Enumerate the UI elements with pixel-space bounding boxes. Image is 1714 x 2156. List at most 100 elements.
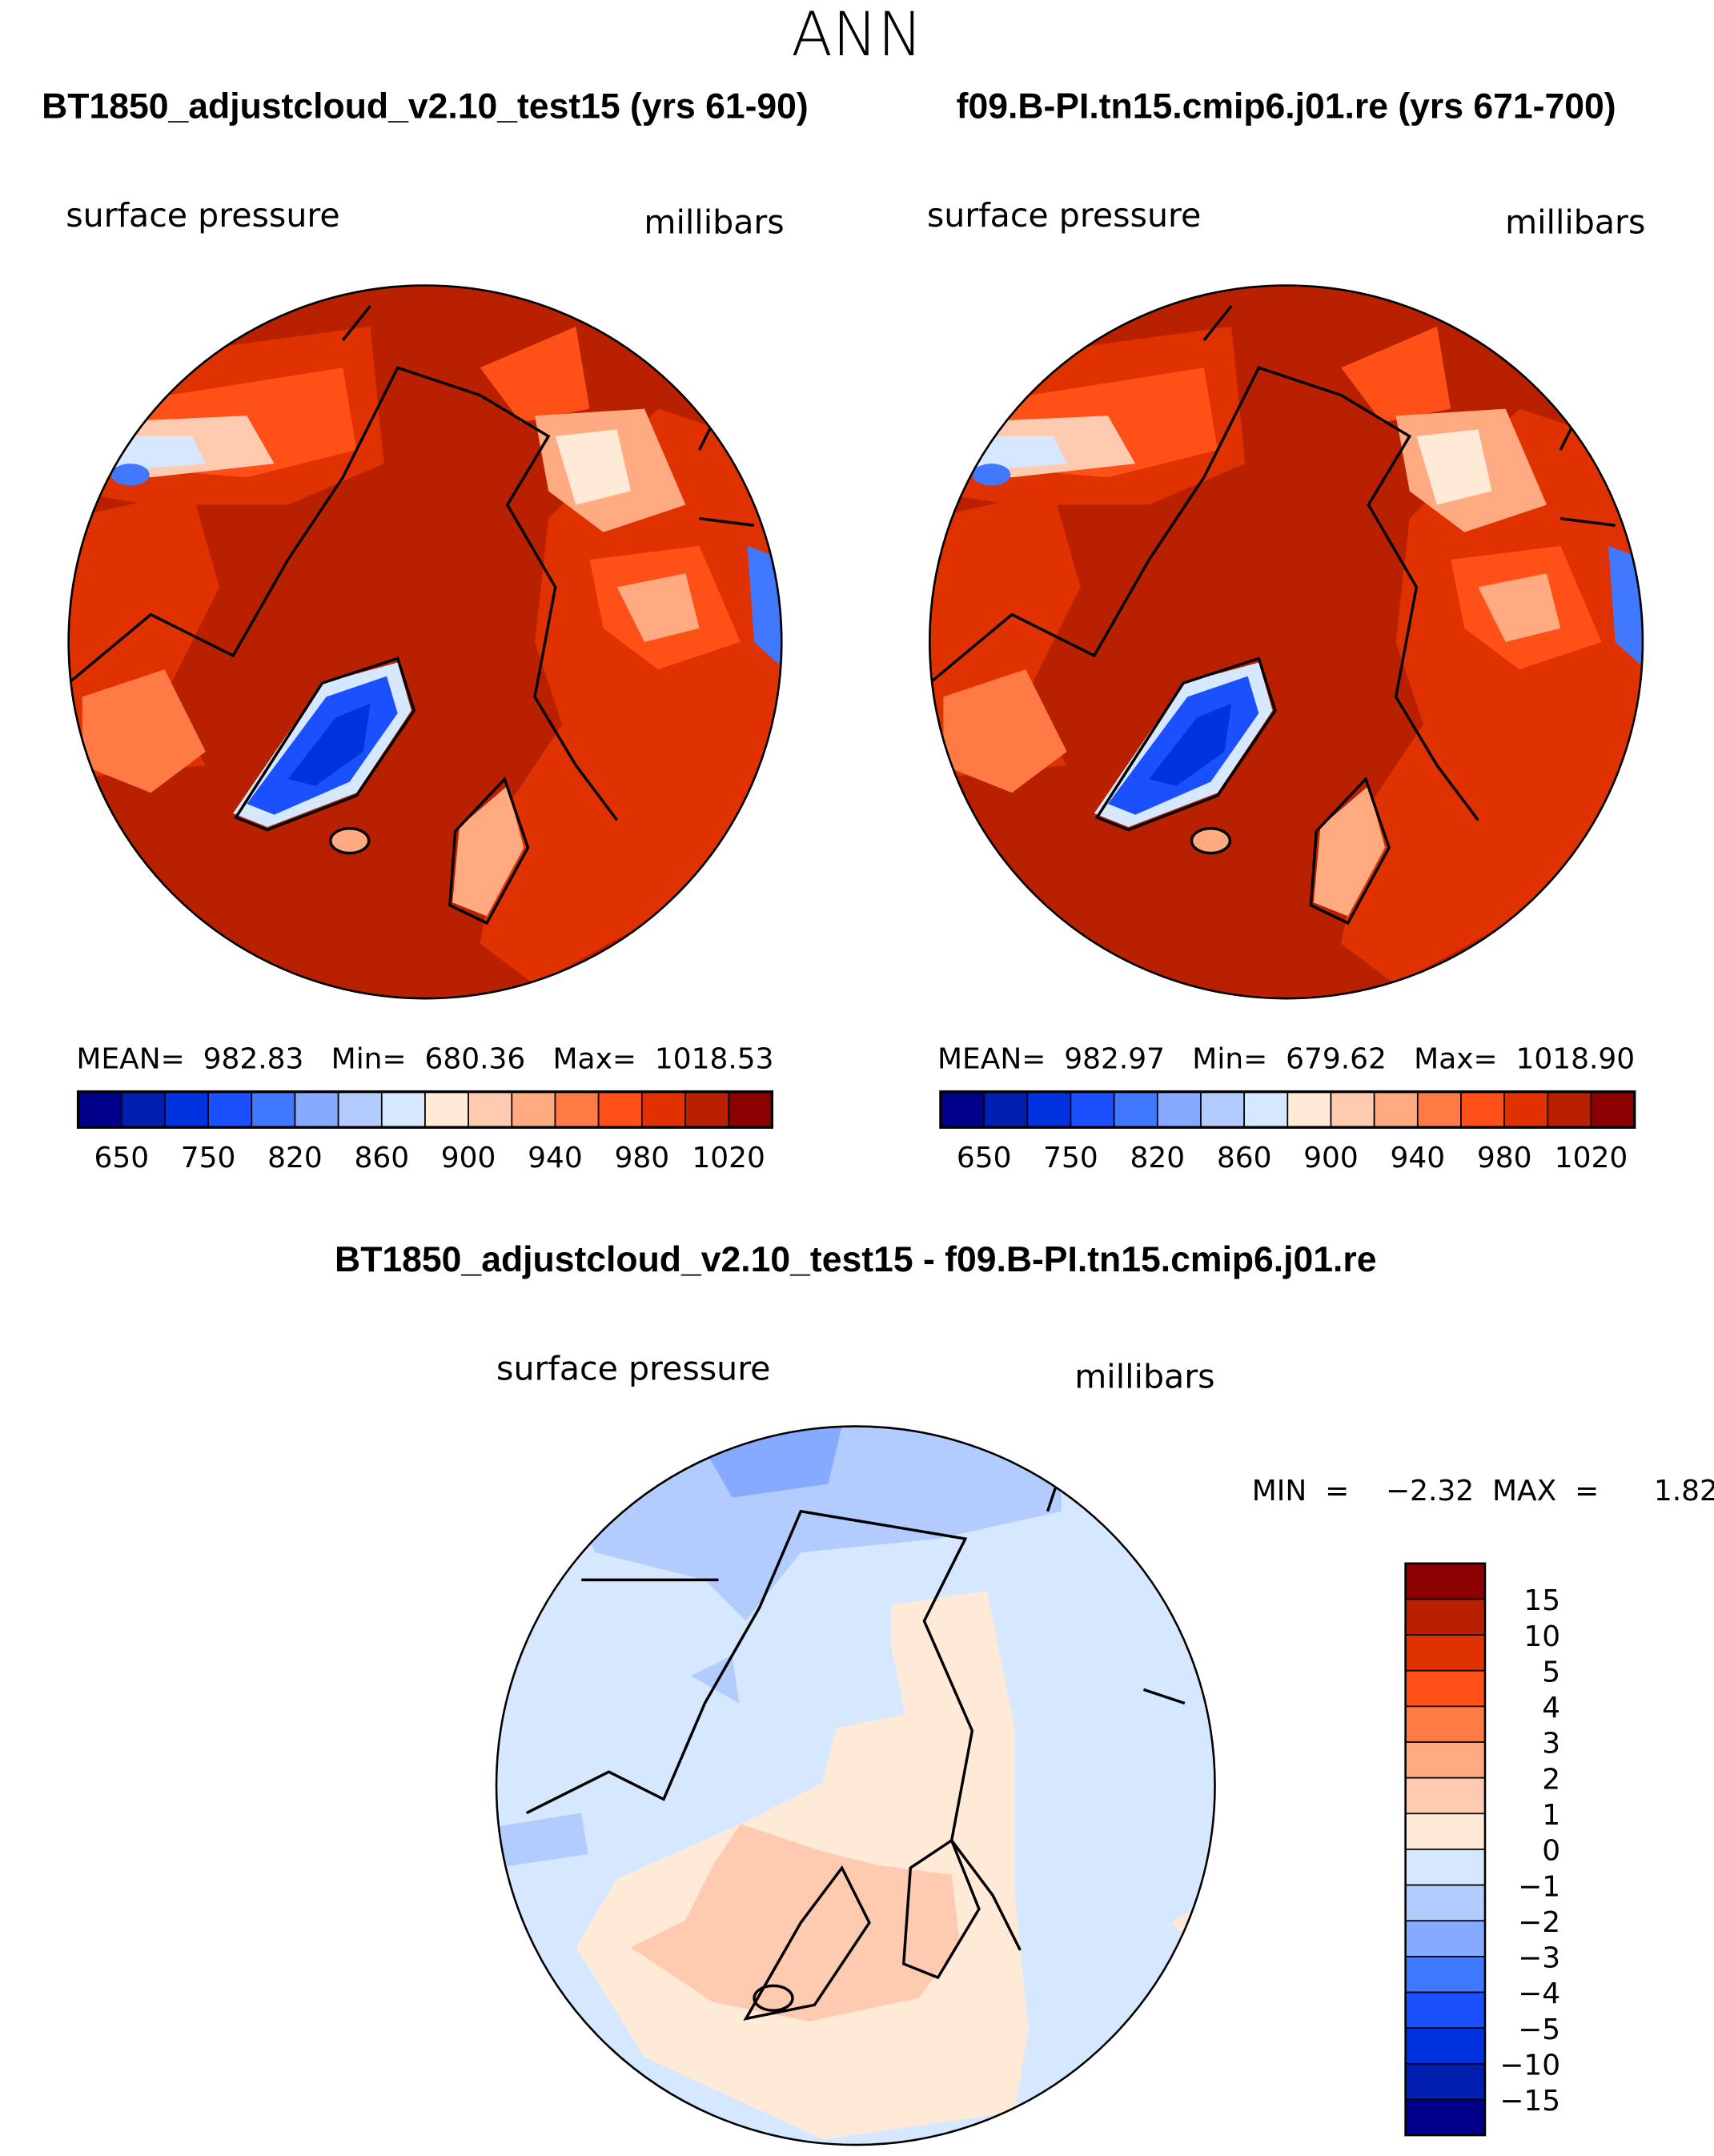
- panel-2-colorbar: 650 750 820 860 900 940 980 1020: [939, 1090, 1636, 1174]
- colorbar-box: [1404, 1741, 1486, 1779]
- colorbar-box: [1460, 1090, 1506, 1129]
- panel-1-units: millibars: [644, 203, 784, 241]
- colorbar-box: [1404, 1777, 1486, 1815]
- colorbar-tick-label: 980: [1477, 1142, 1532, 1174]
- panel-1-colorbar: 650 750 820 860 900 940 980 1020: [76, 1090, 774, 1174]
- colorbar-tick-label: 1: [1542, 1799, 1560, 1832]
- colorbar-box: [77, 1090, 122, 1129]
- diff-stats: MIN = −2.32 MAX = 1.82: [1252, 1475, 1714, 1508]
- colorbar-box: [1404, 1849, 1486, 1886]
- colorbar-box: [1404, 1705, 1486, 1743]
- colorbar-tick-label: 3: [1542, 1728, 1560, 1761]
- colorbar-box: [1404, 2027, 1486, 2065]
- colorbar-box: [1070, 1090, 1115, 1129]
- colorbar-tick-label: 980: [614, 1142, 669, 1174]
- colorbar-tick-label: 4: [1542, 1692, 1560, 1724]
- panel-1-variable: surface pressure: [66, 196, 339, 235]
- colorbar-box: [983, 1090, 1029, 1129]
- colorbar-box: [1404, 1956, 1486, 1993]
- colorbar-box: [468, 1090, 513, 1129]
- colorbar-box: [1590, 1090, 1636, 1129]
- colorbar-box: [1330, 1090, 1375, 1129]
- colorbar-box: [1113, 1090, 1158, 1129]
- colorbar-box: [1243, 1090, 1289, 1129]
- colorbar-tick-label: 750: [181, 1142, 236, 1174]
- colorbar-box: [1503, 1090, 1549, 1129]
- colorbar-tick-label: 940: [1391, 1142, 1446, 1174]
- colorbar-box: [1373, 1090, 1419, 1129]
- colorbar-box: [1287, 1090, 1332, 1129]
- colorbar-box: [1156, 1090, 1202, 1129]
- colorbar-box: [1404, 2098, 1486, 2136]
- panel-2-map-border: [928, 284, 1644, 1000]
- colorbar-box: [164, 1090, 209, 1129]
- colorbar-tick-label: −4: [1518, 1977, 1560, 2010]
- colorbar-box: [554, 1090, 600, 1129]
- colorbar-tick-label: −3: [1518, 1942, 1560, 1975]
- colorbar-tick-label: 750: [1043, 1142, 1098, 1174]
- colorbar-box: [1404, 1562, 1486, 1600]
- colorbar-tick-label: 1020: [692, 1142, 765, 1174]
- colorbar-tick-label: −1: [1518, 1870, 1560, 1903]
- colorbar-box: [597, 1090, 643, 1129]
- panel-2-variable: surface pressure: [927, 196, 1201, 235]
- colorbar-box: [1404, 1991, 1486, 2030]
- diff-title: BT1850_adjustcloud_v2.10_test15 - f09.B-…: [335, 1240, 1376, 1279]
- diff-map-border: [495, 1425, 1216, 2146]
- colorbar-box: [337, 1090, 383, 1129]
- colorbar-tick-label: 900: [1303, 1142, 1359, 1174]
- colorbar-box: [1416, 1090, 1462, 1129]
- colorbar-frame: [939, 1090, 1636, 1129]
- colorbar-box: [424, 1090, 469, 1129]
- panel-1-stats: MEAN= 982.83 Min= 680.36 Max= 1018.53: [76, 1043, 773, 1076]
- colorbar-box: [120, 1090, 166, 1129]
- colorbar-tick-label: −10: [1499, 2049, 1560, 2082]
- colorbar-tick-label: −15: [1499, 2085, 1560, 2118]
- colorbar-box: [1404, 1669, 1486, 1708]
- colorbar-tick-label: 900: [441, 1142, 496, 1174]
- colorbar-tick-label: −2: [1518, 1906, 1560, 1939]
- colorbar-tick-label: 1020: [1555, 1142, 1628, 1174]
- colorbar-box: [1404, 1884, 1486, 1922]
- colorbar-box: [1404, 2062, 1486, 2101]
- season-title: ANN: [791, 0, 922, 70]
- colorbar-frame: [76, 1090, 774, 1129]
- colorbar-box: [207, 1090, 253, 1129]
- diff-map: [496, 1426, 1215, 2146]
- colorbar-tick-label: 10: [1523, 1620, 1560, 1653]
- colorbar-box: [728, 1090, 773, 1129]
- colorbar-box: [640, 1090, 686, 1129]
- colorbar-tick-label: 0: [1542, 1835, 1560, 1868]
- colorbar-box: [294, 1090, 339, 1129]
- colorbar-box: [1404, 1920, 1486, 1957]
- colorbar-tick-label: −5: [1518, 2013, 1560, 2046]
- colorbar-box: [1404, 1598, 1486, 1636]
- colorbar-tick-label: 860: [354, 1142, 409, 1174]
- colorbar-box: [1547, 1090, 1592, 1129]
- colorbar-box: [1404, 1634, 1486, 1672]
- colorbar-box: [1026, 1090, 1072, 1129]
- colorbar-box: [1404, 1813, 1486, 1850]
- colorbar-frame: [1404, 1562, 1487, 2137]
- colorbar-tick-label: 860: [1217, 1142, 1272, 1174]
- panel-1-title: BT1850_adjustcloud_v2.10_test15 (yrs 61-…: [42, 87, 809, 126]
- diff-variable: surface pressure: [496, 1349, 770, 1387]
- colorbar-tick-label: 5: [1542, 1656, 1560, 1688]
- colorbar-tick-label: 820: [1130, 1142, 1186, 1174]
- panel-2-stats: MEAN= 982.97 Min= 679.62 Max= 1018.90: [937, 1043, 1635, 1076]
- panel-1-map-border: [67, 284, 783, 1000]
- colorbar-box: [251, 1090, 296, 1129]
- colorbar-box: [380, 1090, 426, 1129]
- colorbar-box: [684, 1090, 729, 1129]
- colorbar-box: [1200, 1090, 1246, 1129]
- colorbar-tick-label: 15: [1523, 1584, 1560, 1617]
- colorbar-tick-label: 650: [957, 1142, 1012, 1174]
- colorbar-box: [940, 1090, 985, 1129]
- colorbar-box: [511, 1090, 556, 1129]
- diff-units: millibars: [1074, 1358, 1214, 1396]
- colorbar-tick-label: 2: [1542, 1763, 1560, 1796]
- colorbar-tick-label: 650: [94, 1142, 149, 1174]
- colorbar-tick-label: 820: [267, 1142, 323, 1174]
